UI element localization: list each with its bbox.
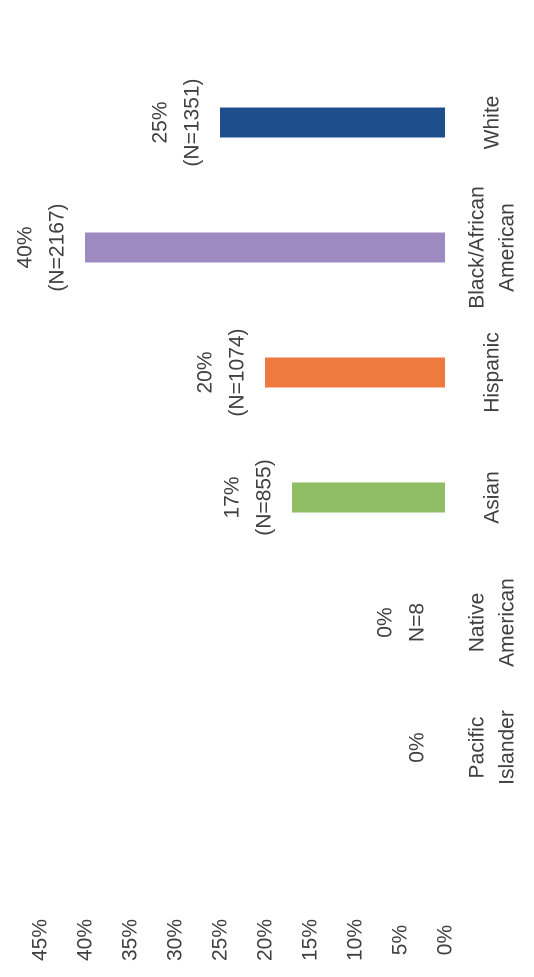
data-label: (N=1074) (226, 328, 249, 416)
category-label: Islander (496, 710, 519, 785)
y-tick-label: 40% (74, 919, 97, 961)
data-label: 0% (374, 607, 397, 637)
y-tick-label: 0% (434, 925, 457, 955)
y-tick-label: 45% (29, 919, 52, 961)
category-label: Pacific (466, 717, 489, 779)
bar (220, 107, 445, 138)
category-label: White (481, 96, 504, 150)
data-label: (N=1351) (181, 78, 204, 166)
data-label: 17% (221, 476, 244, 518)
data-label: 40% (14, 226, 37, 268)
y-tick-label: 15% (299, 919, 322, 961)
bars (85, 107, 445, 513)
category-label: American (496, 578, 519, 667)
y-tick-label: 30% (164, 919, 187, 961)
data-label: 25% (149, 101, 172, 143)
bar (265, 357, 445, 388)
bar (85, 232, 445, 263)
category-labels: White Black/African American Hispanic Asian N… (466, 96, 519, 785)
data-label: 0% (406, 732, 429, 762)
data-label: N=8 (406, 603, 429, 642)
y-tick-label: 5% (389, 925, 412, 955)
category-label: Black/African (466, 186, 489, 309)
category-label: Native (466, 593, 489, 653)
category-label: Hispanic (481, 332, 504, 413)
data-labels: 25% (N=1351) 40% (N=2167) 20% (N=1074) 17% (N=8… (14, 78, 429, 762)
y-tick-label: 10% (344, 919, 367, 961)
data-label: (N=2167) (46, 203, 69, 291)
y-tick-label: 25% (209, 919, 232, 961)
y-tick-label: 35% (119, 919, 142, 961)
bar (292, 482, 445, 513)
category-label: Asian (481, 471, 504, 524)
category-label: American (496, 203, 519, 292)
data-label: 20% (194, 351, 217, 393)
y-tick-label: 20% (254, 919, 277, 961)
data-label: (N=855) (253, 459, 276, 535)
y-axis: 0% 5% 10% 15% 20% 25% 30% 35% 40% 45% (29, 919, 457, 961)
